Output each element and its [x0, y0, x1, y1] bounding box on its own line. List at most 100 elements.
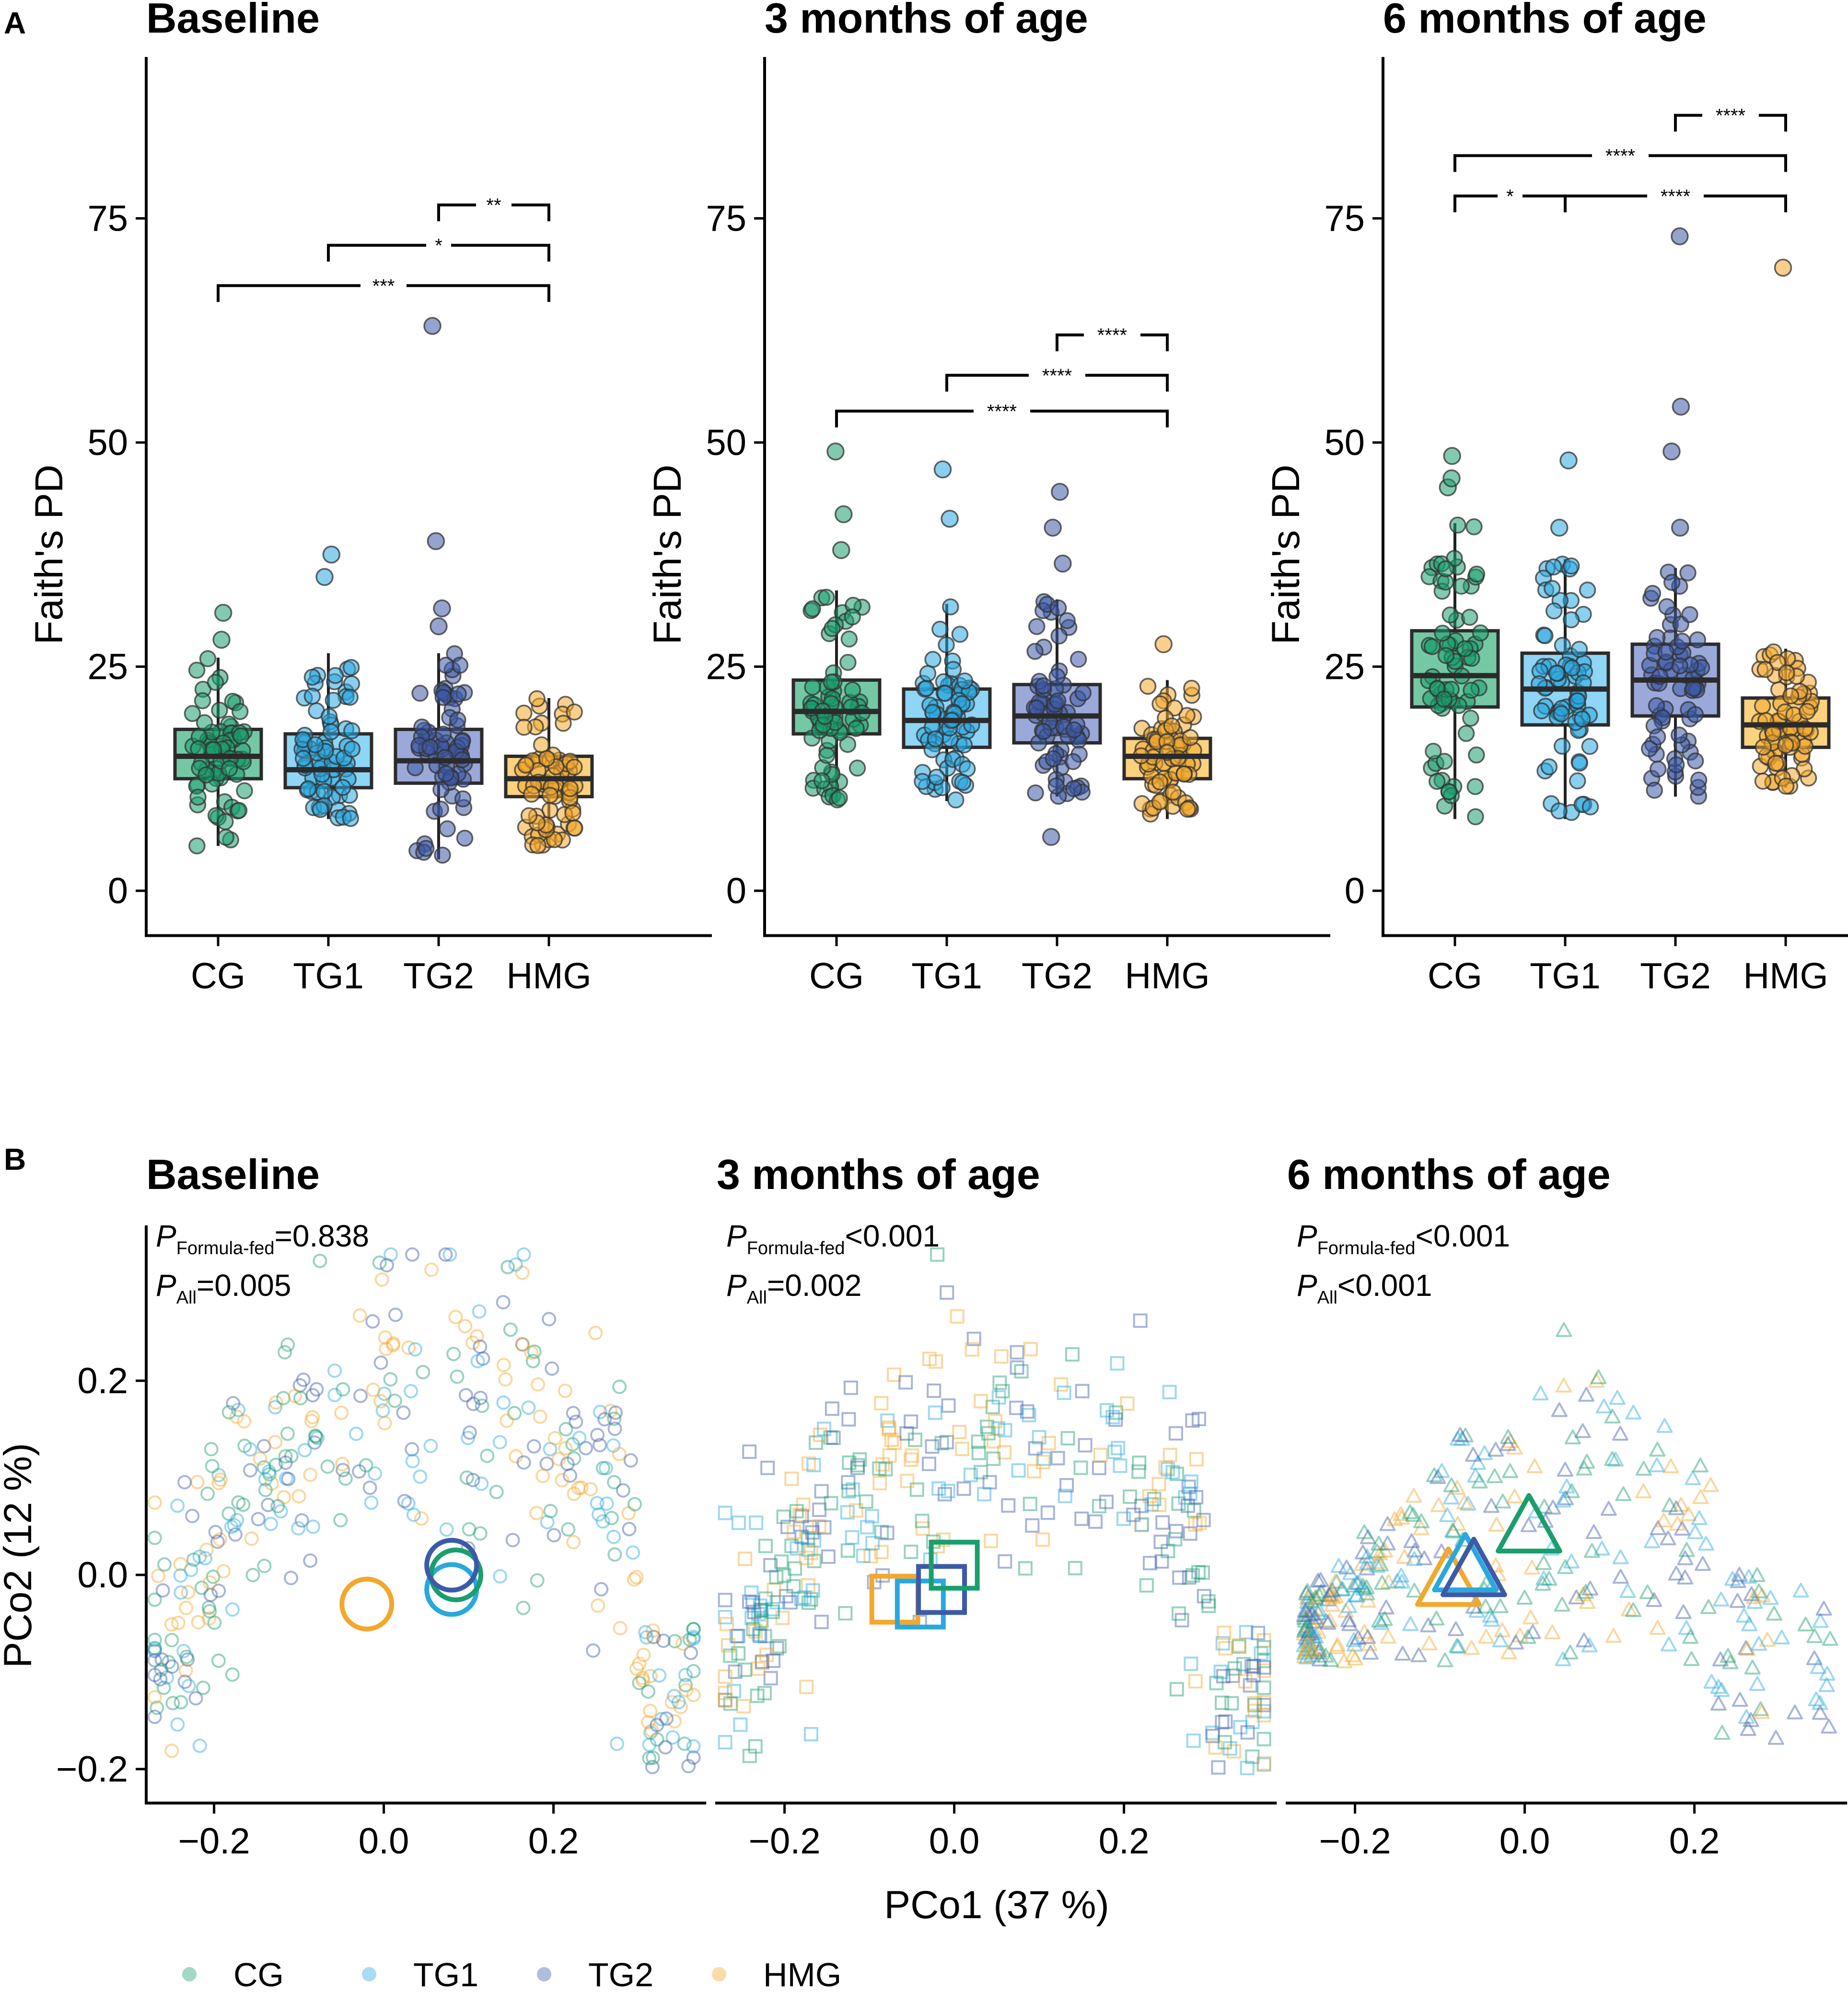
sample-point [147, 1632, 162, 1647]
sample-point [728, 1664, 743, 1679]
sample-point [1298, 1630, 1314, 1645]
p-symbol: P [726, 1219, 747, 1253]
sample-point [1329, 1637, 1346, 1652]
data-point [1049, 692, 1067, 710]
sample-point [1600, 1501, 1617, 1516]
sample-point [336, 1382, 350, 1397]
sample-point [1312, 1572, 1329, 1587]
sample-point [801, 1578, 815, 1593]
sample-point [878, 1462, 893, 1477]
sample-point [1712, 1651, 1729, 1666]
sample-point [1713, 1591, 1730, 1607]
sample-point [1300, 1631, 1317, 1647]
sample-point [1396, 1549, 1413, 1564]
sample-point [974, 1394, 988, 1409]
sample-point [147, 1530, 162, 1545]
sample-point [1359, 1585, 1375, 1601]
sample-point [1245, 1749, 1260, 1764]
sample-point [963, 1468, 978, 1482]
sample-point [1500, 1429, 1516, 1444]
sample-point [675, 1636, 690, 1651]
sample-point [1430, 1497, 1447, 1513]
sample-point [1054, 1377, 1069, 1392]
sample-point [1483, 1612, 1500, 1627]
sample-point [558, 1422, 573, 1437]
sample-point [1729, 1593, 1746, 1608]
sample-point [531, 1377, 546, 1392]
sample-point [769, 1641, 784, 1656]
data-point [1074, 684, 1092, 701]
outlier-point [322, 546, 341, 564]
sample-point [1297, 1642, 1314, 1657]
outlier-point [427, 532, 445, 550]
sample-point [899, 1426, 914, 1441]
p-operator: = [275, 1219, 292, 1253]
data-point [1569, 692, 1586, 710]
data-point [437, 656, 454, 674]
sample-point [408, 1342, 423, 1357]
data-point [566, 758, 583, 776]
outlier-point [1051, 483, 1069, 501]
sample-point [586, 1643, 601, 1658]
sample-point [603, 1404, 618, 1419]
sample-point [928, 1405, 942, 1420]
data-point [1027, 784, 1044, 802]
data-point [439, 820, 456, 838]
sample-point [1123, 1489, 1138, 1504]
bracket-label-bg [1702, 105, 1759, 125]
data-point [232, 727, 250, 745]
sample-point [1457, 1427, 1474, 1443]
sample-point [1751, 1636, 1767, 1651]
boxplot-panel: 3 months of age 0 25 50 75 Faith's PD CG TG1 TG2… [646, 0, 1330, 997]
sample-point [1321, 1586, 1337, 1602]
data-point [1472, 624, 1489, 641]
sample-point [1299, 1649, 1315, 1665]
data-point [1457, 725, 1475, 742]
sample-point [147, 1592, 162, 1607]
sample-point [1311, 1642, 1327, 1657]
sample-point [682, 1632, 697, 1647]
sample-point [738, 1551, 753, 1566]
sample-point [1299, 1594, 1316, 1609]
sample-point [1074, 1511, 1089, 1526]
sample-point [748, 1624, 763, 1639]
sample-point [1563, 1553, 1580, 1569]
sample-point [558, 1383, 572, 1398]
sample-point [1134, 1499, 1149, 1514]
legend-dot [537, 1967, 551, 1981]
point-cloud [718, 1247, 1271, 1775]
sample-point [1296, 1637, 1313, 1653]
sample-point [373, 1355, 388, 1370]
data-point [1649, 629, 1666, 646]
sample-point [378, 1330, 393, 1345]
sample-point [379, 1341, 394, 1356]
legend-item-TG1: TG1 [362, 1956, 478, 1992]
sample-point [567, 1451, 581, 1466]
sample-point [1065, 1347, 1080, 1362]
sample-point [1251, 1626, 1266, 1641]
sample-point [765, 1602, 780, 1617]
sample-point [1307, 1628, 1324, 1643]
sample-point [1692, 1457, 1709, 1473]
data-point [1179, 801, 1196, 818]
data-point [529, 837, 546, 854]
sample-point [153, 1672, 168, 1687]
data-point [1045, 750, 1062, 768]
sample-point [1256, 1654, 1271, 1668]
sample-point [821, 1549, 836, 1564]
sample-point [1111, 1441, 1126, 1456]
sample-point [772, 1639, 787, 1654]
data-point [947, 791, 965, 809]
data-point [1461, 608, 1478, 626]
sample-point [817, 1421, 832, 1436]
sample-point [1371, 1536, 1387, 1551]
sample-point [1303, 1606, 1320, 1621]
sample-point [804, 1727, 819, 1742]
sample-point [1108, 1412, 1123, 1427]
data-point [1449, 516, 1466, 534]
sample-point [1009, 1400, 1024, 1415]
sample-point [1180, 1498, 1195, 1513]
sample-point [1010, 1345, 1024, 1360]
x-tick-label: CG [191, 956, 245, 997]
sample-point [1720, 1648, 1736, 1663]
